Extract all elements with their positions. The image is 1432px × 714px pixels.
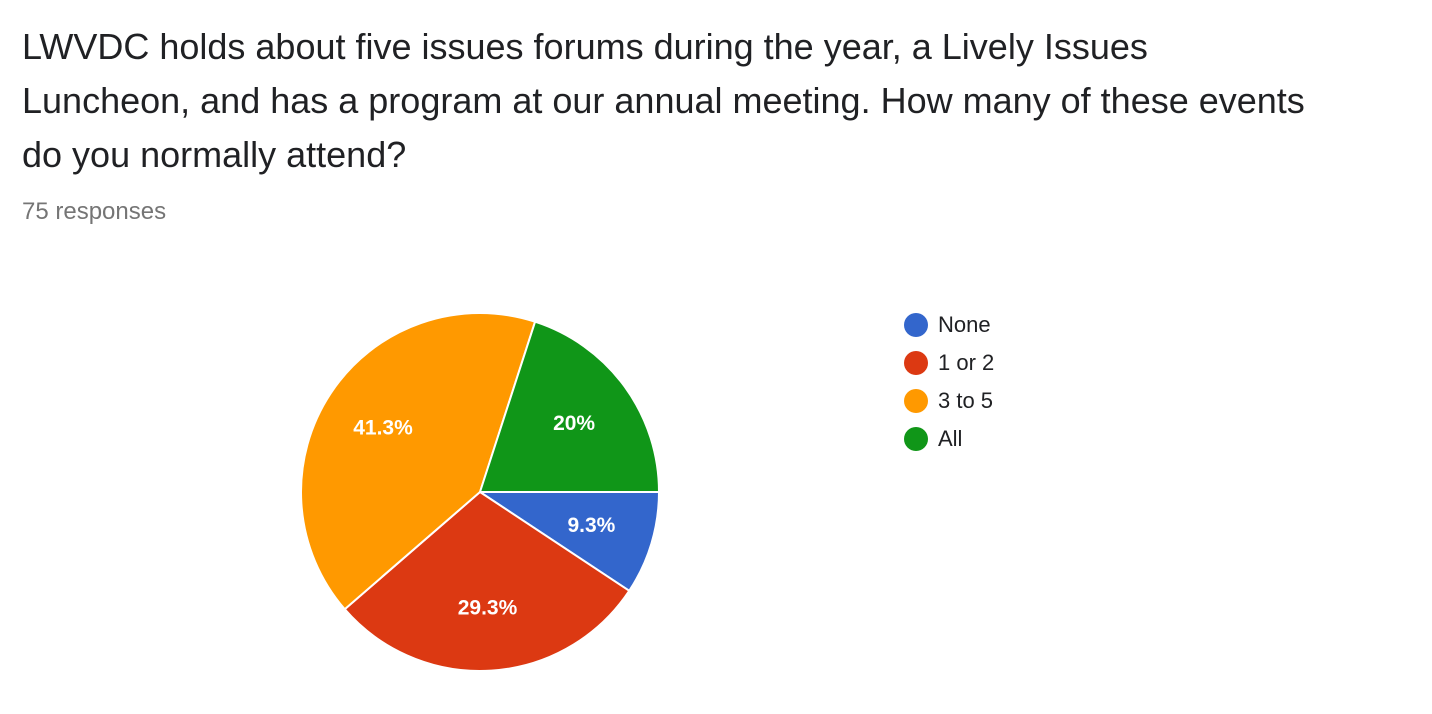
legend-swatch-icon xyxy=(904,313,928,337)
legend-label: 1 or 2 xyxy=(938,350,995,375)
legend-swatch-icon xyxy=(904,351,928,375)
legend-item-3-to-5[interactable]: 3 to 5 xyxy=(904,382,994,420)
pie-slice-none xyxy=(479,491,660,592)
pie-slice-all xyxy=(479,320,660,493)
pie-slices xyxy=(300,312,660,672)
legend-swatch-icon xyxy=(904,389,928,413)
response-count: 75 responses xyxy=(22,198,167,225)
pie-slice-label-none: 9.3% xyxy=(567,514,615,537)
legend-label: None xyxy=(938,312,991,337)
legend-label: 3 to 5 xyxy=(938,388,994,413)
pie-slice-3-to-5 xyxy=(300,312,537,611)
chart-legend: None 1 or 2 3 to 5 All xyxy=(904,306,994,458)
pie-slice-label-all: 20% xyxy=(553,412,595,435)
legend-item-1-or-2[interactable]: 1 or 2 xyxy=(904,344,994,382)
pie-slice-label-3-to-5: 41.3% xyxy=(353,416,413,439)
pie-slice-1-or-2 xyxy=(343,491,631,672)
legend-item-none[interactable]: None xyxy=(904,306,994,344)
legend-item-all[interactable]: All xyxy=(904,420,994,458)
question-title: LWVDC holds about five issues forums dur… xyxy=(22,26,1305,175)
pie-slice-label-1-or-2: 29.3% xyxy=(458,597,518,620)
pie-slice-labels: 9.3% 29.3% 41.3% 20% xyxy=(353,412,615,620)
legend-swatch-icon xyxy=(904,427,928,451)
legend-label: All xyxy=(938,426,963,451)
